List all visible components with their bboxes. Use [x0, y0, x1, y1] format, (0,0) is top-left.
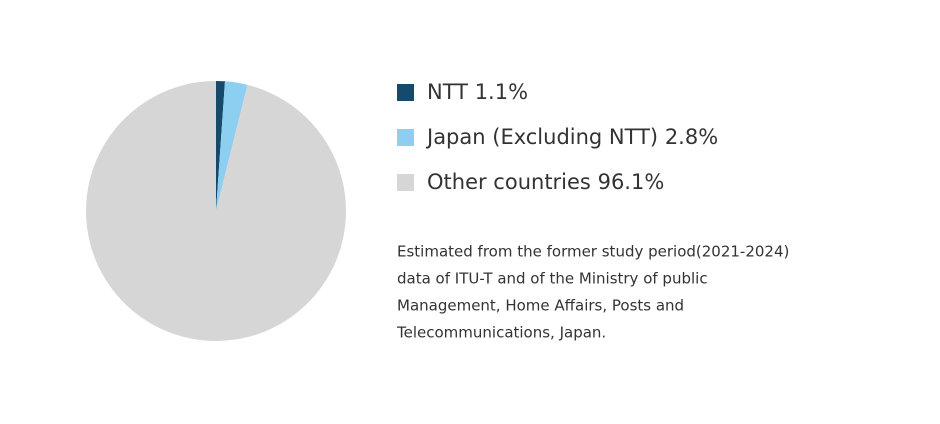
legend-category: NTT [427, 80, 468, 104]
annotation: Estimated from the former study period(2… [397, 243, 789, 261]
annotation: data of ITU-T and of the Ministry of pub… [397, 270, 708, 288]
legend-label: Other countries 96.1% [427, 170, 664, 194]
legend-value: 1.1% [475, 80, 528, 104]
pie-slice [216, 81, 225, 211]
legend-value: 96.1% [598, 170, 665, 194]
legend-swatch [397, 174, 414, 191]
legend-swatch [397, 84, 414, 101]
legend-label: Japan (Excluding NTT) 2.8% [425, 125, 718, 149]
annotation: Telecommunications, Japan. [396, 324, 606, 342]
legend-label: NTT 1.1% [427, 80, 528, 104]
legend-value: 2.8% [665, 125, 718, 149]
legend-category: Japan (Excluding NTT) [425, 125, 658, 149]
annotation: Management, Home Affairs, Posts and [397, 297, 684, 315]
legend-category: Other countries [427, 170, 591, 194]
legend-swatch [397, 129, 414, 146]
pie-slice [85, 81, 346, 341]
pie-slice [216, 81, 248, 212]
